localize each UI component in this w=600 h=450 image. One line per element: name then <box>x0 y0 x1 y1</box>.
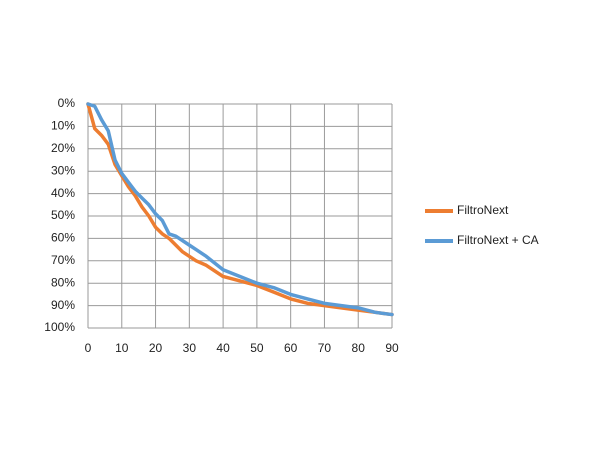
y-tick-label: 60% <box>51 231 75 245</box>
x-tick-label: 80 <box>352 341 366 355</box>
y-tick-label: 80% <box>51 275 75 289</box>
x-tick-label: 0 <box>85 341 92 355</box>
legend-label: FiltroNext + CA <box>457 233 539 247</box>
x-tick-label: 50 <box>250 341 264 355</box>
x-tick-label: 20 <box>149 341 163 355</box>
y-tick-label: 100% <box>44 320 75 334</box>
y-tick-label: 90% <box>51 298 75 312</box>
y-tick-label: 30% <box>51 163 75 177</box>
x-tick-label: 60 <box>284 341 298 355</box>
y-tick-label: 40% <box>51 186 75 200</box>
x-tick-label: 30 <box>183 341 197 355</box>
series-line <box>86 102 394 317</box>
legend-label: FiltroNext <box>457 203 509 217</box>
y-tick-label: 10% <box>51 119 75 133</box>
y-tick-label: 20% <box>51 141 75 155</box>
y-tick-label: 50% <box>51 208 75 222</box>
y-tick-label: 70% <box>51 253 75 267</box>
x-tick-label: 90 <box>385 341 399 355</box>
x-tick-label: 10 <box>115 341 129 355</box>
x-tick-label: 40 <box>216 341 230 355</box>
x-tick-label: 70 <box>318 341 332 355</box>
y-tick-label: 0% <box>58 96 76 110</box>
